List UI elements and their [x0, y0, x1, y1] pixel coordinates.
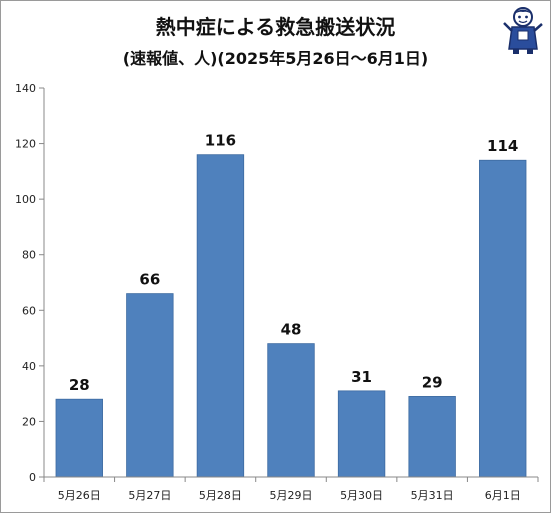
- bar-value-label: 48: [281, 321, 302, 339]
- bar-value-label: 29: [422, 373, 443, 391]
- bar: [196, 154, 245, 478]
- y-tick-label: 60: [22, 304, 36, 317]
- bar: [55, 398, 103, 478]
- bar-value-label: 66: [139, 271, 160, 289]
- bar: [126, 293, 174, 478]
- bar-series: [55, 154, 527, 478]
- mascot-character-icon: [503, 7, 543, 54]
- x-tick-label: 6月1日: [485, 489, 521, 502]
- x-tick-label: 5月31日: [411, 489, 454, 502]
- y-tick-label: 40: [22, 360, 36, 373]
- x-tick-label: 5月29日: [270, 489, 313, 502]
- bar: [337, 390, 386, 478]
- x-tick-label: 5月28日: [199, 489, 242, 502]
- x-axis: 5月26日 5月27日 5月28日 5月29日 5月30日 5月31日 6月1日: [43, 476, 539, 502]
- chart-title: 熱中症による救急搬送状況: [155, 15, 396, 39]
- y-tick-label: 0: [29, 471, 36, 484]
- bar: [408, 396, 456, 478]
- y-tick-label: 100: [15, 193, 36, 206]
- bar-value-label: 114: [487, 137, 518, 155]
- bar-value-label: 116: [205, 132, 236, 150]
- y-tick-label: 80: [22, 249, 36, 262]
- y-tick-label: 20: [22, 415, 36, 428]
- x-tick-label: 5月27日: [128, 489, 171, 502]
- bar: [267, 343, 315, 478]
- y-tick-label: 120: [15, 138, 36, 151]
- y-tick-label: 140: [15, 82, 36, 95]
- bar-value-label: 31: [351, 368, 372, 386]
- x-tick-label: 5月26日: [58, 489, 101, 502]
- chart-subtitle: (速報値、人)(2025年5月26日〜6月1日): [122, 49, 429, 68]
- data-labels: 28 66 116 48 31 29 114: [69, 132, 519, 395]
- y-axis: 0 20 40 60 80 100 120 140: [15, 82, 45, 484]
- x-tick-label: 5月30日: [340, 489, 383, 502]
- bar-value-label: 28: [69, 376, 90, 394]
- bar: [479, 159, 527, 478]
